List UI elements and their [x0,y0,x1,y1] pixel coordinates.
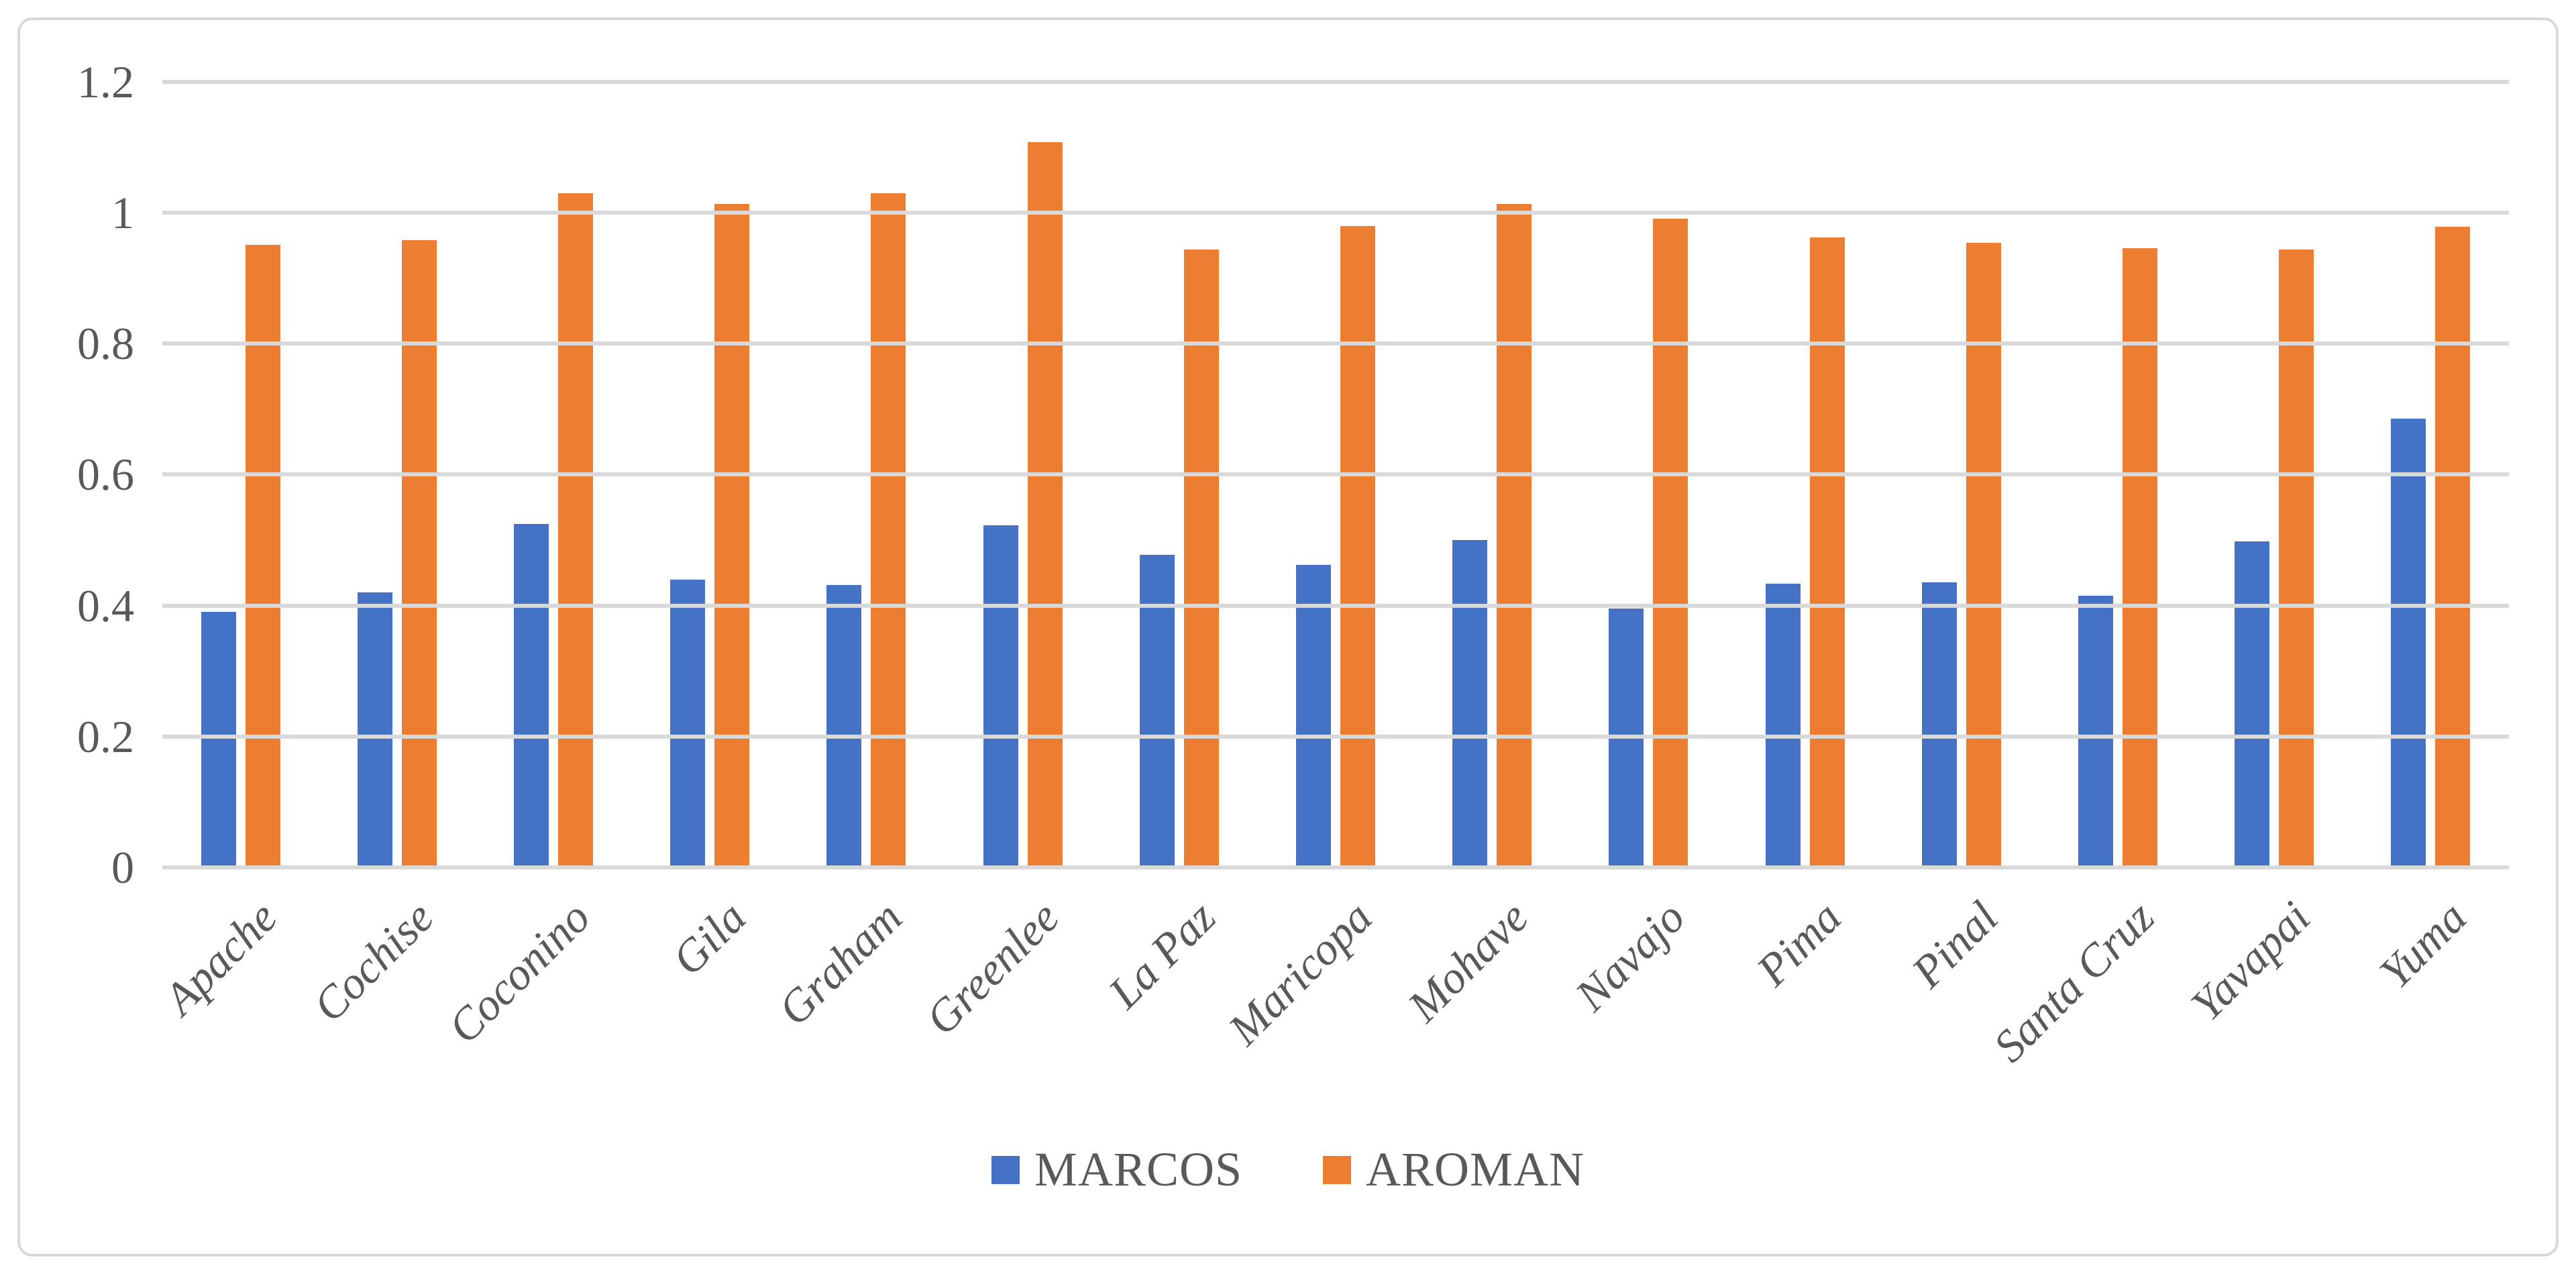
x-category-label-cochise: Cochise [303,891,443,1032]
bar-aroman-yavapai [2279,250,2314,867]
x-category-label-navajo: Navajo [1564,891,1695,1021]
bar-aroman-graham [871,193,906,867]
gridline-0.4 [162,604,2509,608]
legend-item-marcos: MARCOS [991,1142,1242,1198]
y-tick-label-1.2: 1.2 [77,56,134,107]
bar-marcos-la-paz [1140,555,1175,867]
marcos-swatch-icon [991,1155,1020,1184]
legend: MARCOS AROMAN [0,1142,2576,1198]
bar-marcos-santa-cruz [2078,596,2113,867]
bar-aroman-apache [246,245,280,867]
bar-marcos-apache [201,612,236,867]
y-tick-label-0: 0 [111,842,134,893]
x-category-label-mohave: Mohave [1397,891,1538,1032]
x-category-label-santa-cruz: Santa Cruz [1983,891,2164,1072]
bar-marcos-yuma [2391,419,2426,867]
x-category-label-greenlee: Greenlee [916,891,1069,1045]
x-category-label-apache: Apache [154,891,287,1024]
gridline-0.2 [162,735,2509,739]
x-category-label-yuma: Yuma [2369,891,2477,998]
x-category-label-la-paz: La Paz [1098,891,1226,1018]
bar-marcos-yavapai [2235,541,2269,867]
bar-marcos-gila [670,580,705,867]
gridline-0 [162,865,2509,869]
legend-label-marcos: MARCOS [1034,1143,1243,1196]
bar-marcos-pima [1766,584,1801,867]
bar-marcos-coconino [514,524,549,867]
bar-marcos-pinal [1922,582,1957,867]
bar-aroman-pima [1810,237,1845,867]
aroman-swatch-icon [1323,1155,1352,1184]
bar-marcos-graham [826,585,861,867]
gridline-1.2 [162,80,2509,84]
x-category-label-pinal: Pinal [1901,891,2008,998]
gridline-1 [162,211,2509,215]
bar-marcos-cochise [358,592,392,867]
bar-marcos-greenlee [983,525,1018,867]
y-tick-label-1: 1 [111,187,134,238]
x-category-label-maricopa: Maricopa [1218,891,1382,1055]
bar-aroman-yuma [2435,227,2470,867]
chart-area-border [17,17,2559,1257]
bar-aroman-gila [714,204,749,867]
x-category-label-coconino: Coconino [437,891,600,1053]
y-tick-label-0.2: 0.2 [77,711,134,762]
x-category-label-pima: Pima [1747,891,1851,996]
y-tick-label-0.8: 0.8 [77,318,134,369]
bar-marcos-mohave [1452,540,1487,867]
gridline-0.6 [162,472,2509,476]
bar-aroman-santa-cruz [2123,248,2157,867]
bar-aroman-greenlee [1028,142,1063,867]
x-category-label-yavapai: Yavapai [2181,891,2320,1030]
bar-aroman-la-paz [1184,250,1219,867]
bar-aroman-mohave [1497,204,1532,867]
x-category-label-gila: Gila [662,891,756,985]
bar-marcos-maricopa [1296,565,1331,867]
y-tick-label-0.4: 0.4 [77,580,134,631]
bar-aroman-maricopa [1340,226,1375,867]
bar-aroman-pinal [1966,243,2001,867]
y-tick-label-0.6: 0.6 [77,449,134,500]
legend-item-aroman: AROMAN [1323,1142,1585,1198]
gridline-0.8 [162,341,2509,346]
bar-aroman-navajo [1653,219,1688,867]
legend-label-aroman: AROMAN [1366,1143,1585,1196]
bar-aroman-coconino [558,193,593,867]
bar-aroman-cochise [402,240,437,867]
x-category-label-graham: Graham [768,891,912,1035]
